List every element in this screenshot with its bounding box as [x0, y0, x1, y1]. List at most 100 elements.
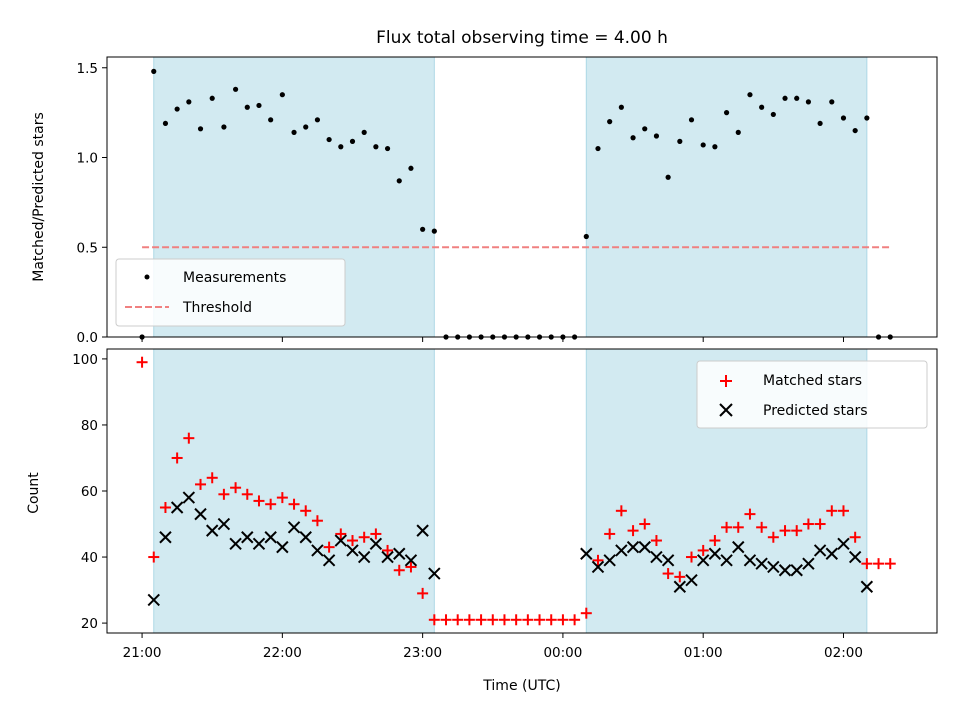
matched-star-point: [534, 614, 546, 626]
predicted-star-point: [194, 507, 207, 521]
predicted-star-point: [673, 580, 687, 593]
measurement-point: [268, 117, 274, 123]
matched-star-point: [791, 525, 803, 537]
top-y-tick-label: 1.5: [77, 61, 98, 77]
matched-star-point: [709, 535, 721, 547]
predicted-stars-points: [147, 491, 874, 607]
matched-star-point: [382, 544, 394, 556]
predicted-star-point: [825, 547, 838, 560]
measurement-point: [420, 226, 426, 232]
matched-star-point: [218, 488, 230, 500]
predicted-star-point: [685, 573, 698, 587]
measurement-point: [209, 95, 215, 101]
x-tick-label: 22:00: [263, 645, 302, 661]
measurement-point: [162, 120, 169, 127]
bottom-y-tick-label: 100: [72, 352, 98, 368]
measurement-point: [151, 68, 157, 74]
top-legend: Measurements Threshold: [115, 258, 346, 327]
matched-star-point: [721, 521, 733, 533]
matched-star-point: [417, 587, 429, 599]
measurement-point: [817, 120, 823, 127]
measurement-point: [712, 144, 718, 150]
matched-star-point: [346, 535, 358, 547]
bottom-y-tick-label: 20: [81, 616, 98, 632]
matched-star-point: [452, 614, 464, 626]
measurement-point: [805, 99, 812, 105]
measurement-point: [303, 124, 309, 130]
legend-measurements-marker: [144, 274, 150, 280]
matched-star-point: [335, 528, 347, 540]
predicted-star-point: [837, 537, 850, 551]
measurement-point: [677, 138, 683, 144]
predicted-star-point: [755, 557, 768, 570]
measurement-point: [373, 144, 379, 150]
top-legend-box: [115, 258, 346, 327]
chart-title: Flux total observing time = 4.00 h: [376, 28, 668, 48]
predicted-star-point: [767, 560, 780, 574]
bottom-legend: Matched stars Predicted stars: [696, 360, 928, 429]
matched-star-point: [405, 561, 417, 573]
measurement-point: [197, 126, 204, 132]
matched-star-point: [826, 505, 838, 517]
predicted-star-point: [802, 557, 815, 570]
predicted-star-point: [615, 544, 628, 557]
measurement-point: [174, 106, 180, 112]
predicted-star-point: [170, 501, 184, 514]
measurement-point: [291, 129, 297, 135]
matched-star-point: [697, 544, 709, 556]
measurement-point: [279, 92, 285, 98]
measurement-point: [349, 138, 356, 144]
predicted-star-point: [638, 540, 651, 554]
measurement-point: [408, 165, 414, 171]
matched-star-point: [662, 568, 674, 580]
matched-star-point: [276, 492, 288, 504]
predicted-star-point: [381, 550, 394, 564]
matched-star-point: [498, 614, 510, 626]
bottom-shaded-interval-0: [153, 348, 435, 634]
measurement-point: [630, 135, 636, 141]
predicted-star-point: [369, 537, 383, 551]
predicted-star-point: [813, 544, 827, 557]
predicted-star-point: [241, 531, 254, 544]
measurement-point: [840, 115, 847, 121]
predicted-star-point: [778, 564, 792, 577]
predicted-star-point: [591, 560, 605, 574]
matched-star-point: [592, 554, 604, 566]
predicted-star-point: [696, 554, 710, 567]
matched-star-point: [206, 472, 218, 484]
predicted-star-point: [252, 537, 266, 551]
matched-star-point: [849, 531, 861, 543]
bottom-panel-counts: 20 40 60 80 100 21:00 22:00 23:00 00:00 01:00 02:…: [26, 348, 938, 694]
predicted-star-point: [743, 554, 757, 567]
predicted-star-point: [790, 564, 803, 577]
predicted-star-point: [346, 544, 359, 557]
matched-star-point: [265, 498, 277, 510]
matched-star-point: [674, 571, 686, 583]
predicted-star-point: [416, 524, 429, 537]
x-tick-label: 00:00: [543, 645, 582, 661]
x-tick-label: 02:00: [824, 645, 863, 661]
matched-star-point: [159, 502, 171, 514]
legend-predicted-label: Predicted stars: [763, 403, 868, 419]
matched-star-point: [230, 482, 242, 494]
matched-star-point: [522, 614, 534, 626]
matched-star-point: [756, 521, 768, 533]
measurement-point: [688, 117, 695, 123]
measurement-point: [221, 124, 227, 130]
legend-predicted-marker: [719, 403, 733, 417]
matched-star-point: [253, 495, 265, 507]
matched-star-point: [873, 558, 885, 570]
measurement-point: [782, 95, 788, 101]
measurement-point: [653, 133, 660, 139]
predicted-star-point: [626, 540, 640, 554]
matched-star-point: [311, 515, 323, 527]
top-y-axis-label: Matched/Predicted stars: [31, 112, 47, 282]
predicted-star-point: [650, 550, 663, 564]
matched-star-point: [148, 551, 160, 563]
predicted-star-point: [860, 580, 874, 593]
measurement-point: [829, 99, 835, 105]
matched-star-point: [814, 518, 826, 530]
legend-matched-label: Matched stars: [763, 373, 862, 389]
matched-star-point: [639, 518, 651, 530]
